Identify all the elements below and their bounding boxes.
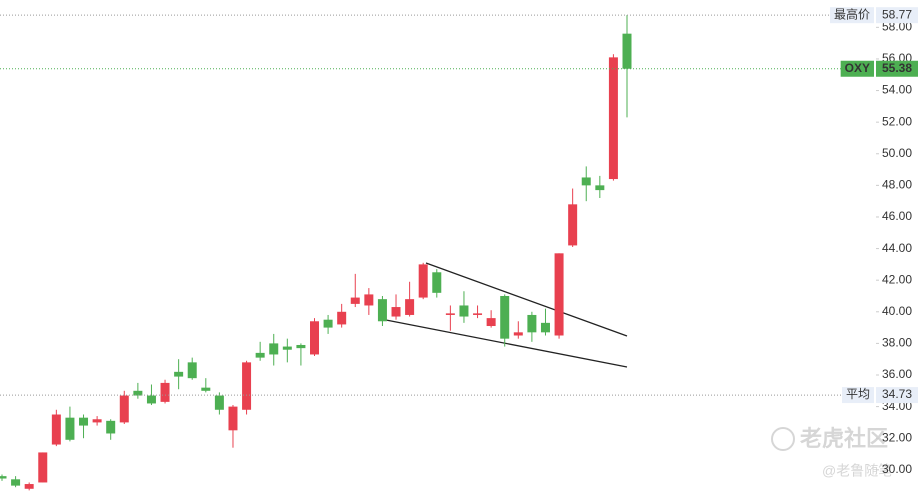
candle-body bbox=[201, 387, 211, 391]
candle-body bbox=[119, 395, 129, 423]
y-tick-label: 54.00 bbox=[882, 83, 912, 97]
candle-body bbox=[92, 419, 102, 423]
candle-body bbox=[24, 484, 34, 489]
candle-body bbox=[133, 390, 143, 396]
marker-box bbox=[841, 387, 874, 404]
candle-body bbox=[513, 332, 523, 336]
marker-label: OXY bbox=[845, 61, 870, 75]
candle-body bbox=[337, 311, 347, 325]
candle-body bbox=[350, 297, 360, 304]
candle-body bbox=[11, 479, 21, 486]
candle-body bbox=[473, 313, 483, 315]
candle-body bbox=[595, 185, 605, 191]
y-tick-label: 60.00 bbox=[882, 0, 912, 2]
y-tick-label: 52.00 bbox=[882, 114, 912, 128]
candle-body bbox=[445, 313, 455, 315]
trend-line bbox=[425, 262, 628, 337]
y-tick-label: 40.00 bbox=[882, 304, 912, 318]
marker-box bbox=[829, 7, 874, 24]
marker-label: 最高价 bbox=[834, 6, 870, 21]
candle-body bbox=[282, 346, 292, 350]
candle-body bbox=[432, 272, 442, 293]
candle-body bbox=[255, 352, 265, 358]
y-tick-label: 42.00 bbox=[882, 272, 912, 286]
candle-body bbox=[38, 452, 48, 483]
candle-body bbox=[418, 264, 428, 298]
candle-body bbox=[568, 204, 578, 246]
marker-value: 58.77 bbox=[882, 7, 912, 21]
candle-body bbox=[160, 382, 170, 402]
candle-body bbox=[554, 253, 564, 336]
y-tick-label: 36.00 bbox=[882, 367, 912, 381]
y-tick-label: 50.00 bbox=[882, 146, 912, 160]
candle-body bbox=[500, 295, 510, 339]
candle-body bbox=[391, 307, 401, 317]
candle-body bbox=[581, 177, 591, 186]
candle-body bbox=[187, 362, 197, 379]
price-box bbox=[876, 60, 918, 77]
candle-body bbox=[174, 371, 184, 377]
candle-body bbox=[214, 395, 224, 410]
candle-body bbox=[486, 318, 496, 327]
watermark: 老虎社区 bbox=[799, 426, 888, 451]
watermark: @老鲁随笔 bbox=[822, 463, 892, 479]
candle-body bbox=[405, 299, 415, 315]
candle-body bbox=[377, 299, 387, 322]
candle-body bbox=[310, 321, 319, 355]
watermark-icon bbox=[771, 427, 795, 451]
candle-body bbox=[364, 294, 374, 306]
y-tick-label: 44.00 bbox=[882, 241, 912, 255]
price-box bbox=[876, 7, 918, 24]
marker-box bbox=[840, 60, 874, 77]
candle-body bbox=[228, 406, 238, 431]
candle-body bbox=[269, 343, 279, 355]
candle-body bbox=[323, 319, 333, 328]
candle-body bbox=[540, 322, 550, 333]
y-tick-label: 48.00 bbox=[882, 178, 912, 192]
marker-value: 34.73 bbox=[882, 387, 912, 401]
price-box bbox=[876, 387, 918, 404]
candle-body bbox=[242, 362, 252, 410]
y-tick-label: 32.00 bbox=[882, 430, 912, 444]
marker-label: 平均 bbox=[846, 387, 870, 401]
candle-body bbox=[51, 414, 61, 445]
candle-body bbox=[459, 305, 469, 317]
candle-body bbox=[527, 314, 537, 333]
candle-body bbox=[65, 417, 75, 440]
candle-body bbox=[0, 476, 7, 479]
candle-body bbox=[608, 57, 618, 180]
candle-body bbox=[106, 420, 116, 434]
y-tick-label: 46.00 bbox=[882, 209, 912, 223]
candle-body bbox=[622, 33, 632, 69]
candle-body bbox=[296, 344, 306, 349]
candle-body bbox=[79, 417, 89, 426]
candle-body bbox=[146, 395, 156, 404]
trend-line bbox=[385, 319, 628, 368]
y-tick-label: 30.00 bbox=[882, 462, 912, 476]
y-tick-label: 38.00 bbox=[882, 336, 912, 350]
marker-value: 55.38 bbox=[882, 61, 912, 75]
